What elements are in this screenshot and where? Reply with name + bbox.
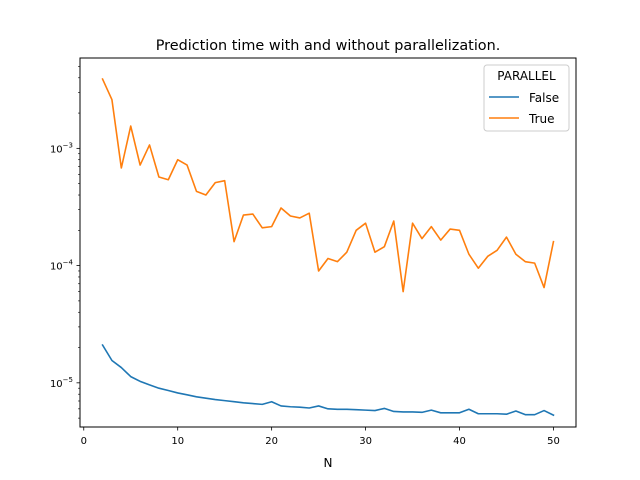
x-tick-label: 50: [547, 436, 560, 447]
x-tick-label: 40: [453, 436, 466, 447]
y-tick-label-base: 10: [50, 262, 63, 273]
x-axis: 0 10 20 30 40 50: [81, 427, 560, 447]
y-tick-label-exponent: −3: [63, 141, 73, 149]
legend-box: [483, 64, 570, 132]
y-tick-label-base: 10: [50, 144, 63, 155]
plot-frame: [79, 57, 577, 428]
y-axis: 10−510−410−3: [50, 66, 80, 419]
legend: PARALLEL False True: [483, 64, 570, 132]
legend-label-false: False: [529, 91, 559, 105]
legend-title: PARALLEL: [497, 69, 556, 83]
x-tick-label: 0: [81, 436, 87, 447]
legend-label-true: True: [528, 112, 555, 126]
y-tick-label: 10−5: [50, 376, 73, 390]
x-axis-label: N: [324, 456, 333, 470]
series-layer: [101, 78, 555, 417]
series-line-false: [101, 343, 555, 417]
y-tick-label-exponent: −4: [63, 259, 74, 267]
y-tick-label-exponent: −5: [63, 376, 73, 384]
series-line-true: [101, 78, 555, 293]
x-tick-label: 20: [265, 436, 278, 447]
y-tick-label: 10−3: [50, 141, 73, 155]
y-tick-label-base: 10: [50, 379, 63, 390]
y-tick-label: 10−4: [50, 259, 74, 273]
x-tick-label: 30: [359, 436, 372, 447]
chart-title: Prediction time with and without paralle…: [156, 38, 501, 54]
x-tick-label: 10: [171, 436, 184, 447]
